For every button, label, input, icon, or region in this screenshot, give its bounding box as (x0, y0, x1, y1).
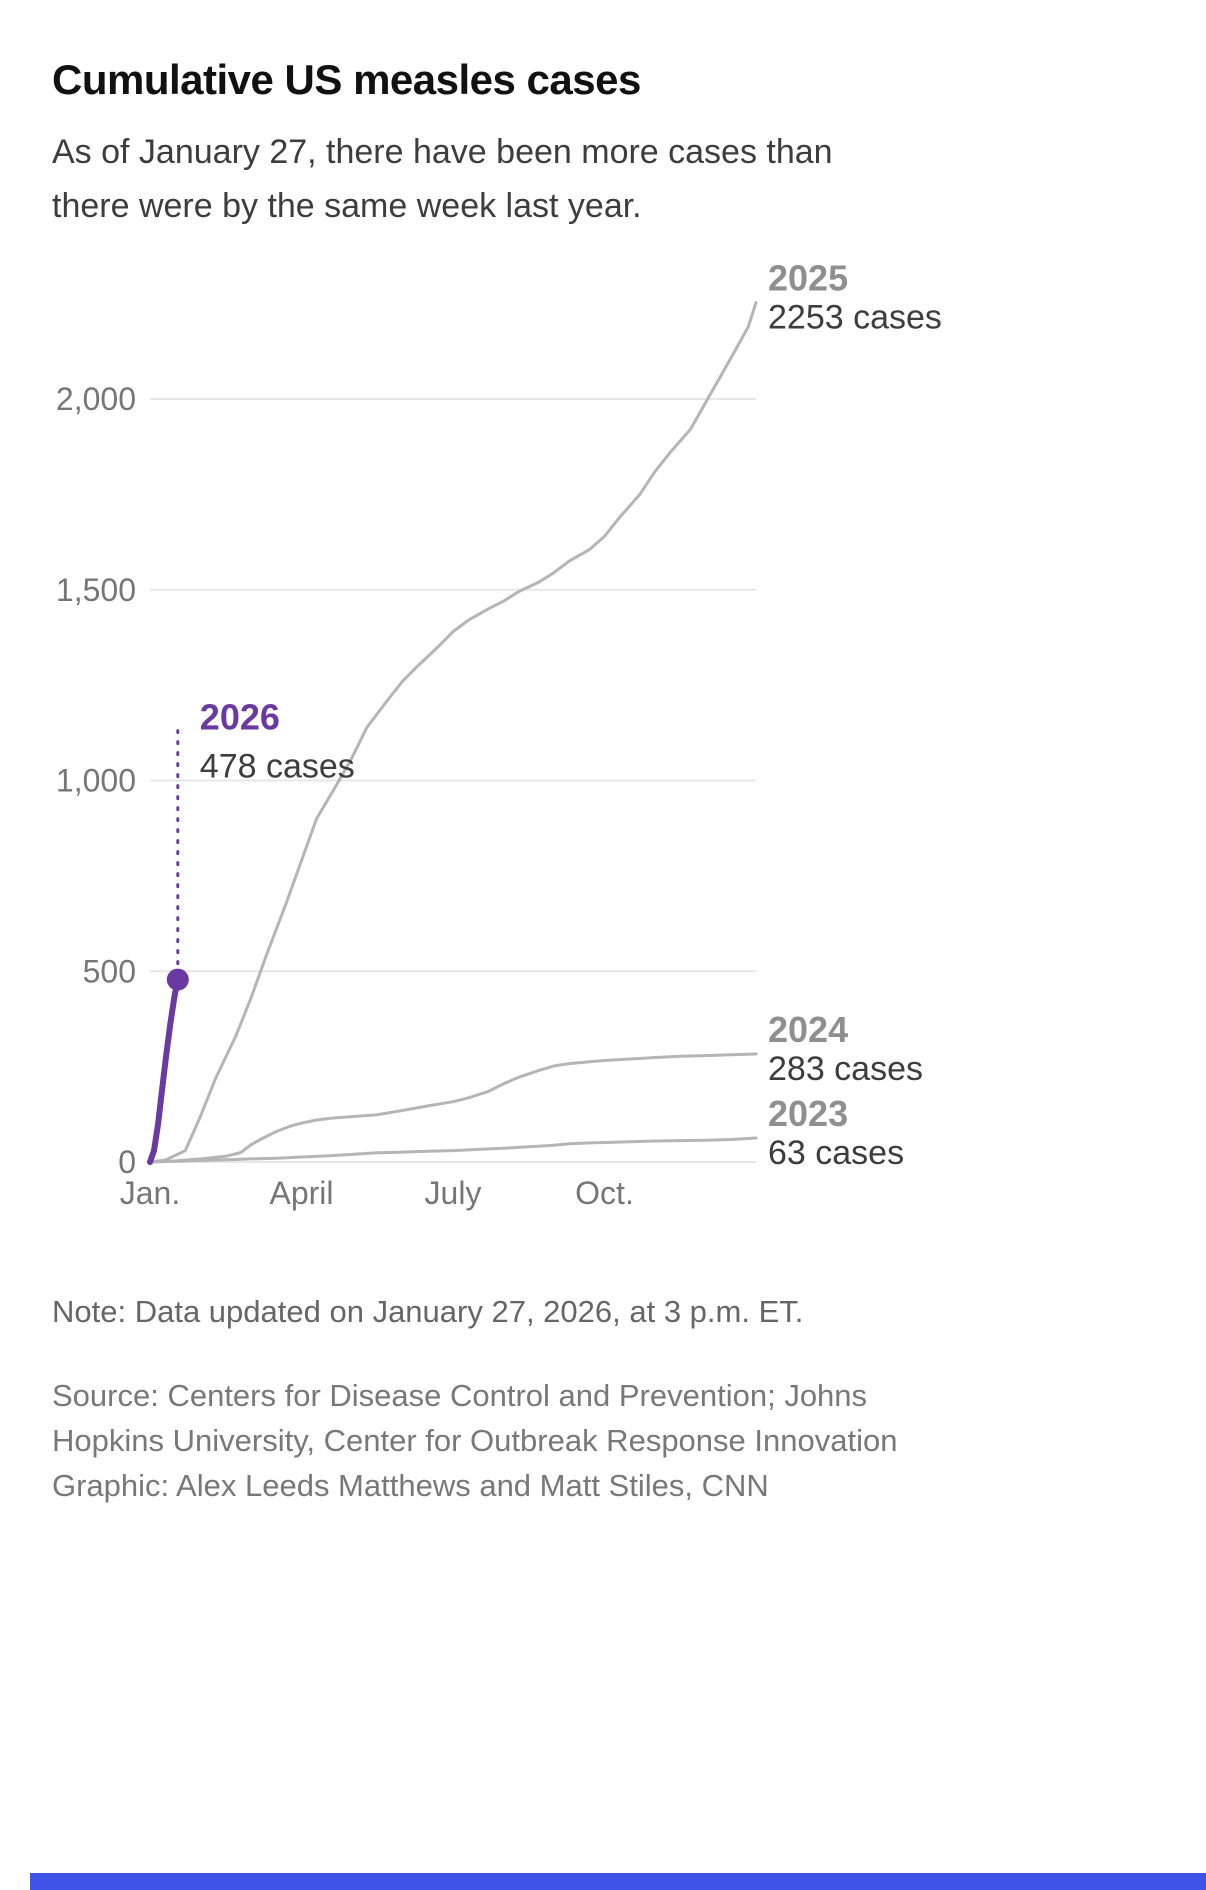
chart-source: Source: Centers for Disease Control and … (52, 1374, 1154, 1509)
y-axis-tick-label: 0 (118, 1144, 136, 1180)
y-axis-tick-label: 500 (83, 953, 136, 989)
series-cases-label-2025: 2253 cases (768, 298, 942, 336)
source-line-1: Source: Centers for Disease Control and … (52, 1377, 868, 1413)
y-axis-tick-label: 1,000 (56, 762, 136, 798)
chart-subtitle: As of January 27, there have been more c… (52, 133, 833, 226)
series-label-2024: 2024 (768, 1009, 848, 1050)
series-cases-label-2024: 283 cases (768, 1050, 923, 1088)
series-line-2025 (148, 300, 758, 1164)
series-endpoint-dot (166, 968, 189, 991)
chart-header: Cumulative US measles cases As of Januar… (0, 0, 1206, 234)
series-line-2024 (148, 1052, 758, 1164)
series-label-2025: 2025 (768, 262, 848, 299)
x-axis-tick-label: Oct. (575, 1175, 634, 1211)
series-cases-label-2023: 63 cases (768, 1134, 904, 1172)
series-line-2026 (147, 976, 181, 1165)
x-axis-tick-label: April (269, 1175, 333, 1211)
measles-chart-svg: 0 500 1,000 1,500 2,000 Jan. April July Oct. 2025… (56, 262, 942, 1211)
y-axis-tick-label: 2,000 (56, 381, 136, 417)
series-label-2023: 2023 (768, 1093, 848, 1134)
series-label-2026: 2026 (200, 696, 280, 737)
y-axis-tick-label: 1,500 (56, 572, 136, 608)
x-axis-tick-label: Jan. (120, 1175, 180, 1211)
credit-line: Graphic: Alex Leeds Matthews and Matt St… (52, 1467, 769, 1503)
chart-note: Note: Data updated on January 27, 2026, … (52, 1293, 804, 1329)
source-line-2: Hopkins University, Center for Outbreak … (52, 1422, 898, 1458)
chart-footer: Note: Data updated on January 27, 2026, … (0, 1294, 1206, 1509)
series-line-2023 (148, 1136, 758, 1164)
x-axis-tick-label: July (425, 1175, 482, 1211)
bottom-bar (30, 1873, 1206, 1890)
series-cases-label-2026: 478 cases (200, 747, 355, 785)
chart-title: Cumulative US measles cases (52, 56, 641, 103)
